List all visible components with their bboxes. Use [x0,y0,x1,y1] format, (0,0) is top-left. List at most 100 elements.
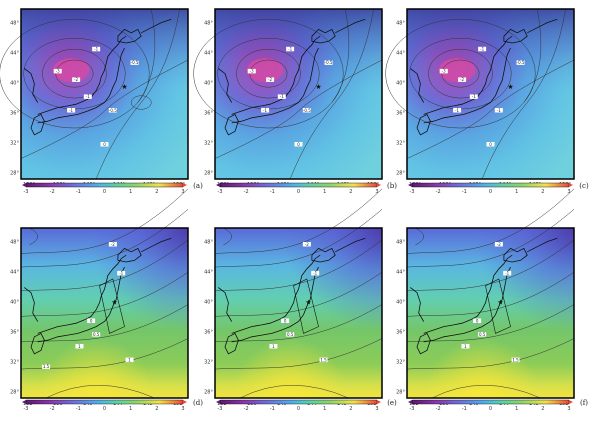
colorbar-tick-label: 3 [567,189,570,195]
coastline-segment [117,28,142,44]
contour-label: -1 [69,108,73,113]
contour-lines [214,188,383,399]
contour-line [20,338,189,370]
contour-label-box [458,77,467,82]
colorbar-tick-label: 2 [349,189,352,195]
colorbar-arrow-left-icon [408,400,412,404]
colorbar-arrow-left-icon [216,400,220,404]
contour-line [236,48,301,99]
contour-label: 0 [297,142,300,147]
contour-line [406,239,575,292]
contour-label-box [72,77,81,82]
contour-line [481,8,566,180]
colorbar-tick-label: 3 [181,189,184,195]
contour-line [406,304,575,343]
fault-plane-outline [293,278,319,334]
coastline-segment [37,35,127,115]
contour-label: -3 [56,69,60,74]
field-shading-overlay [21,228,188,398]
contour-label: -2 [460,77,464,82]
colorbar-tick-label: 1 [129,189,132,195]
latitude-tick-label: 28° [396,390,405,396]
contour-label-box [83,94,92,99]
colorbar-tick-label: -3 [24,189,29,195]
latitude-tick-label: 36° [204,111,213,117]
contour-line [249,59,288,88]
map-panel: ★-2-100.511.548°44°40°36°32°28°132°136°1… [396,188,588,412]
contour-label: 0 [103,142,106,147]
contour-label: 0.5 [479,332,486,337]
contour-label-box [439,68,448,74]
contour-label-box [311,270,320,276]
contour-line [214,304,383,343]
latitude-tick-label: 40° [204,81,213,87]
contour-label: -1 [472,94,476,99]
contour-label: -1 [288,47,292,52]
contour-label: -2 [305,242,309,247]
contour-label: 1 [128,357,131,362]
coastline-segment [410,287,425,322]
fault-plane-outline [99,278,125,334]
coastline-segment [423,35,513,115]
anomaly-minimum [438,58,476,83]
coastline-segment [423,266,511,343]
latitude-tick-label: 28° [204,390,213,396]
contour-label-box [302,108,311,113]
contour-label-box [461,344,470,349]
contour-label: 1 [78,344,81,349]
contour-label-box [453,108,462,113]
coastline-segment [423,254,513,334]
contour-line [289,8,374,180]
latitude-tick-label: 48° [10,240,19,246]
colorbar-tick-label: -3 [218,406,223,412]
map-panel: ★-3-2-1-1-0.5-1-1048°44°40°36°32°28°132°… [385,8,589,195]
contour-label: 1.5 [320,357,327,362]
colorbar-tick-label: 1 [515,189,518,195]
coastline-segment [37,47,125,124]
latitude-tick-label: 44° [204,51,213,57]
colorbar [219,399,378,405]
contour-label-box [87,318,96,323]
latitude-tick-label: 44° [396,51,405,57]
contour-label: 0 [476,318,479,323]
latitude-tick-label: 36° [396,330,405,336]
contour-label: -1 [94,47,98,52]
anomaly-minimum [246,58,284,83]
coastline-segment [24,68,39,103]
latitude-tick-label: 28° [10,171,19,177]
contour-lines [20,188,189,399]
contour-line [406,338,575,370]
contour-line [441,59,480,88]
colorbar-tick-label: 2 [155,189,158,195]
contour-label: 1.5 [512,357,519,362]
contour-line [20,209,189,268]
coastline-segment [527,18,558,34]
contour-label-box [261,108,270,113]
coastline-segment [410,68,425,103]
colorbar-tick-label: 1 [323,406,326,412]
contour-label: -1 [313,271,317,276]
panel-label: (b) [387,182,397,190]
colorbar [411,399,570,405]
latitude-tick-label: 40° [10,300,19,306]
map-panel: ★ -3 -2 -1 -1 -0.5 -0.5 -1 0 48° 44° 40° 36° 32° 28° 1 3… [193,8,397,195]
latitude-tick-label: 32° [396,141,405,147]
contour-label: -1 [455,108,459,113]
contour-line [331,8,350,103]
contour-label-box [277,94,286,99]
coastline [410,18,558,136]
contour-label-box [92,332,101,337]
latitude-tick-label: 28° [10,390,19,396]
contour-line [385,18,536,129]
coastline-segment [224,332,239,355]
contour-label-box [503,270,512,276]
map-frame [406,8,575,180]
coastline-segment [37,254,127,334]
latitude-tick-label: 32° [10,141,19,147]
latitude-tick-label: 44° [10,51,19,57]
colorbar-tick-label: -2 [50,189,55,195]
colorbar-tick-label: -1 [270,406,275,412]
coastline-segment [311,247,336,263]
contour-line [406,271,575,317]
